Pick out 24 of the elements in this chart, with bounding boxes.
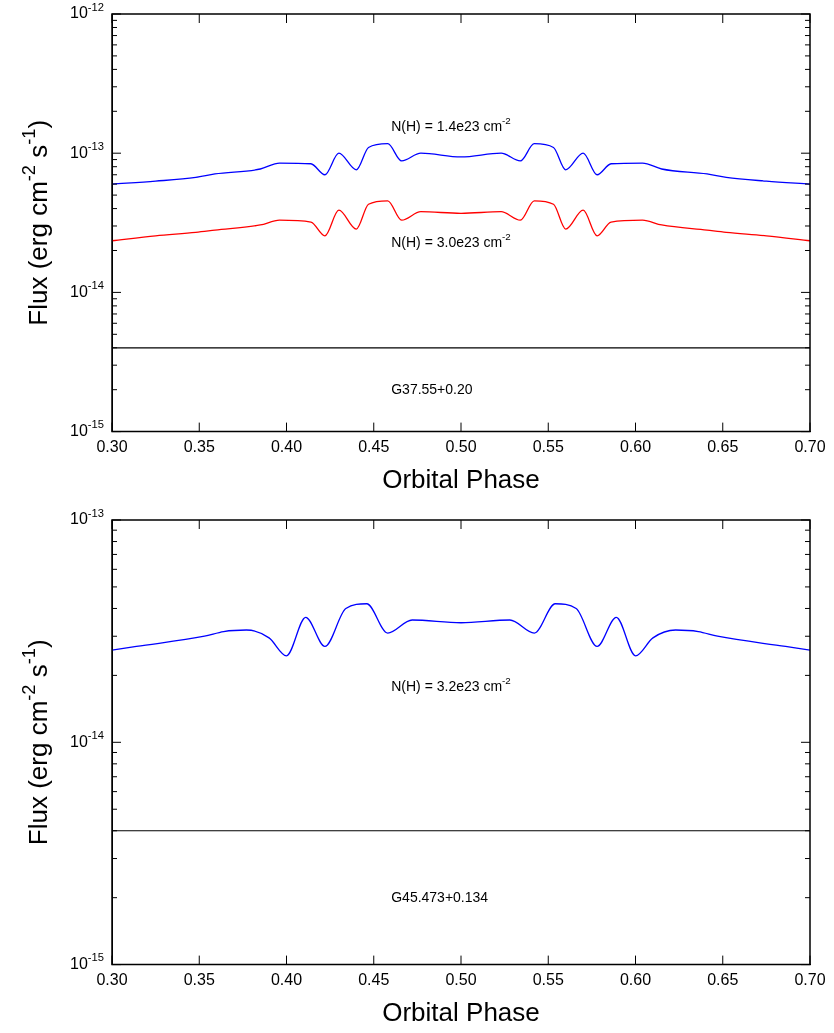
x-tick-label: 0.40 — [270, 437, 303, 455]
ref-line-label: G45.473+0.134 — [391, 888, 489, 905]
x-tick-label: 0.35 — [183, 970, 215, 988]
x-tick-label: 0.60 — [619, 437, 652, 455]
x-tick-label: 0.65 — [707, 970, 739, 988]
y-axis-title: Flux (erg cm-2 s-1) — [18, 119, 54, 326]
x-tick-label: 0.50 — [445, 970, 477, 988]
x-tick-label: 0.50 — [445, 437, 477, 455]
x-axis-title: Orbital Phase — [382, 996, 540, 1027]
x-tick-label: 0.55 — [532, 437, 564, 455]
x-tick-label: 0.35 — [183, 437, 215, 455]
y-axis-title: Flux (erg cm-2 s-1) — [18, 639, 54, 846]
x-tick-label: 0.55 — [532, 970, 564, 988]
x-tick-label: 0.45 — [358, 437, 390, 455]
x-tick-label: 0.45 — [358, 970, 390, 988]
x-tick-label: 0.65 — [707, 437, 739, 455]
x-tick-label: 0.60 — [619, 970, 652, 988]
x-tick-label: 0.40 — [270, 970, 303, 988]
ref-line-label: G37.55+0.20 — [391, 380, 473, 397]
x-tick-label: 0.30 — [96, 437, 128, 455]
x-tick-label: 0.70 — [794, 970, 826, 988]
x-tick-label: 0.70 — [794, 437, 826, 455]
x-tick-label: 0.30 — [96, 970, 128, 988]
x-axis-title: Orbital Phase — [382, 463, 540, 494]
